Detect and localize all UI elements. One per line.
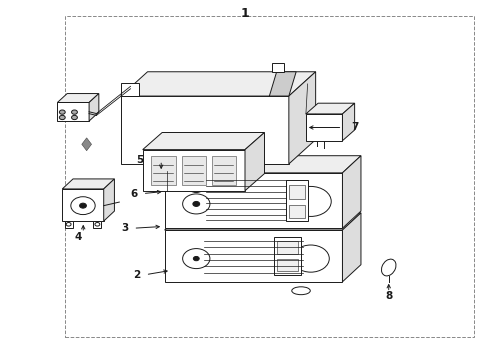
Polygon shape <box>343 213 361 282</box>
Polygon shape <box>289 72 316 164</box>
Polygon shape <box>121 83 139 96</box>
Bar <box>212 156 236 185</box>
Bar <box>289 204 305 218</box>
Polygon shape <box>165 173 343 228</box>
Polygon shape <box>121 72 316 96</box>
Circle shape <box>59 110 65 114</box>
Ellipse shape <box>292 287 310 295</box>
Bar <box>182 156 206 185</box>
Polygon shape <box>104 179 115 221</box>
Circle shape <box>194 256 199 261</box>
Polygon shape <box>121 96 289 164</box>
Circle shape <box>59 115 65 120</box>
Circle shape <box>183 194 210 214</box>
Bar <box>277 242 297 254</box>
Polygon shape <box>306 103 355 114</box>
Text: 2: 2 <box>133 270 141 280</box>
Bar <box>151 156 176 185</box>
Polygon shape <box>343 156 361 228</box>
Ellipse shape <box>382 259 396 276</box>
Polygon shape <box>65 221 73 228</box>
Bar <box>274 237 301 275</box>
Polygon shape <box>62 189 104 221</box>
Polygon shape <box>270 72 296 96</box>
Text: 3: 3 <box>121 223 128 233</box>
Polygon shape <box>89 94 99 121</box>
Bar <box>277 258 297 271</box>
Circle shape <box>66 222 71 226</box>
Polygon shape <box>57 94 99 103</box>
Circle shape <box>72 110 77 114</box>
Text: 8: 8 <box>385 291 392 301</box>
Polygon shape <box>62 179 115 189</box>
Text: 5: 5 <box>137 156 144 165</box>
Circle shape <box>72 115 77 120</box>
Polygon shape <box>82 138 92 151</box>
Polygon shape <box>165 213 361 230</box>
Circle shape <box>193 202 200 206</box>
Circle shape <box>290 186 331 216</box>
Circle shape <box>71 197 95 215</box>
Polygon shape <box>343 103 355 141</box>
Polygon shape <box>272 63 284 72</box>
Circle shape <box>183 249 210 269</box>
Circle shape <box>194 184 199 188</box>
Polygon shape <box>165 156 361 173</box>
Polygon shape <box>93 221 101 228</box>
Polygon shape <box>165 230 343 282</box>
Bar <box>287 180 308 221</box>
Polygon shape <box>245 132 265 191</box>
Text: 4: 4 <box>74 232 82 242</box>
Circle shape <box>79 203 86 208</box>
Bar <box>65 16 474 337</box>
Polygon shape <box>306 114 343 141</box>
Circle shape <box>188 180 205 193</box>
Text: 7: 7 <box>351 122 359 132</box>
Text: 1: 1 <box>241 8 249 21</box>
Circle shape <box>292 245 329 272</box>
Circle shape <box>95 222 100 226</box>
Polygon shape <box>57 103 89 121</box>
Bar <box>289 185 305 199</box>
Polygon shape <box>143 132 265 150</box>
Text: 6: 6 <box>130 189 138 199</box>
Polygon shape <box>143 150 245 191</box>
